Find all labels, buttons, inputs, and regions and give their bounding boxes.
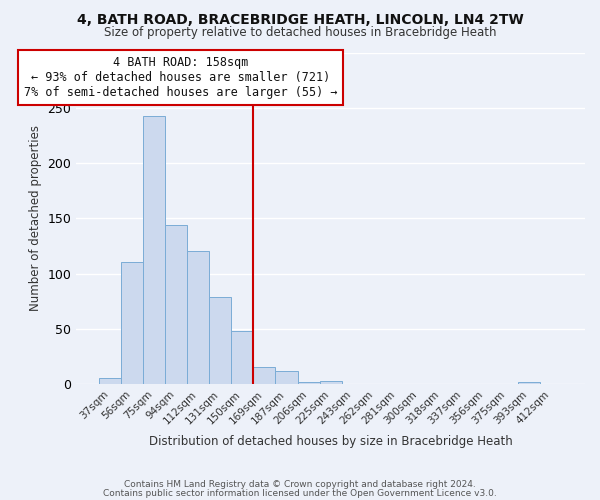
Bar (518, 382, 540, 384)
Y-axis label: Number of detached properties: Number of detached properties (29, 126, 42, 312)
Text: Contains HM Land Registry data © Crown copyright and database right 2024.: Contains HM Land Registry data © Crown c… (124, 480, 476, 489)
Bar (209, 297, 232, 384)
Text: Size of property relative to detached houses in Bracebridge Heath: Size of property relative to detached ho… (104, 26, 496, 39)
Bar (320, 381, 341, 384)
Text: 4, BATH ROAD, BRACEBRIDGE HEATH, LINCOLN, LN4 2TW: 4, BATH ROAD, BRACEBRIDGE HEATH, LINCOLN… (77, 12, 523, 26)
Bar (99, 378, 121, 384)
Text: 4 BATH ROAD: 158sqm
← 93% of detached houses are smaller (721)
7% of semi-detach: 4 BATH ROAD: 158sqm ← 93% of detached ho… (24, 56, 338, 99)
Bar (121, 262, 143, 384)
Bar (253, 366, 275, 384)
X-axis label: Distribution of detached houses by size in Bracebridge Heath: Distribution of detached houses by size … (149, 434, 512, 448)
Bar (298, 382, 320, 384)
Bar (187, 250, 209, 384)
Bar (166, 225, 187, 384)
Bar (143, 116, 166, 384)
Bar (232, 332, 253, 384)
Bar (275, 371, 298, 384)
Text: Contains public sector information licensed under the Open Government Licence v3: Contains public sector information licen… (103, 488, 497, 498)
